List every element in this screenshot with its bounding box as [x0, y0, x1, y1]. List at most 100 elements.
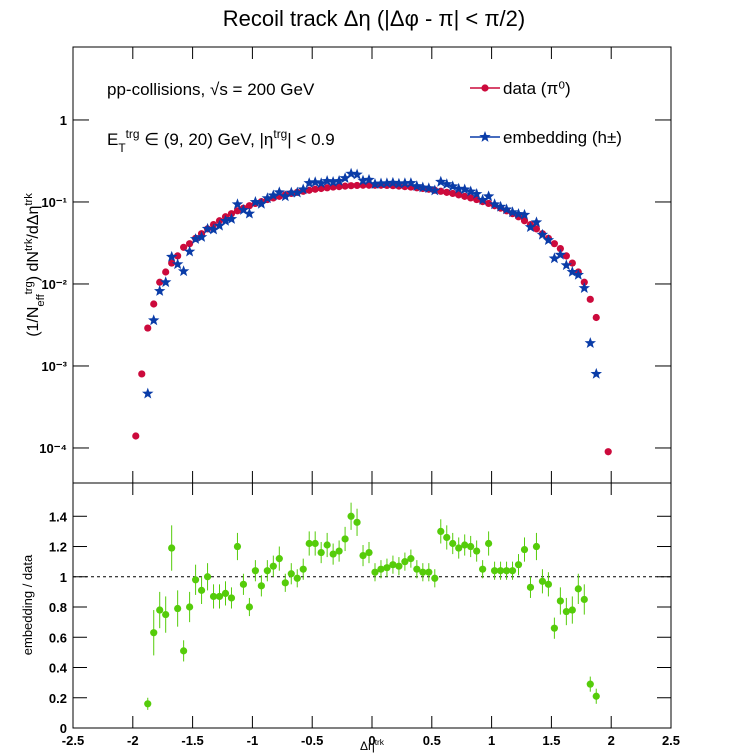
data-point — [347, 182, 355, 190]
data-point — [363, 173, 375, 185]
data-point — [162, 268, 170, 276]
data-point — [514, 561, 523, 569]
data-point — [512, 208, 525, 219]
data-point — [195, 231, 208, 242]
data-point — [482, 190, 495, 202]
data-point — [419, 568, 427, 576]
data-point — [351, 168, 363, 180]
data-point — [245, 603, 254, 611]
data-point — [154, 285, 166, 296]
y-axis-label-part: (1/N — [25, 307, 42, 337]
data-point — [518, 208, 531, 220]
data-point — [174, 604, 182, 613]
data-point — [239, 580, 248, 588]
data-point — [550, 240, 558, 248]
y-axis-label-part: trk — [23, 238, 35, 251]
data-point — [263, 567, 271, 575]
data-point — [323, 541, 331, 549]
data-point — [233, 542, 242, 551]
x-tick-label: 1 — [488, 733, 495, 748]
data-point — [604, 448, 612, 456]
data-point — [560, 259, 573, 271]
data-point — [160, 276, 172, 288]
y-tick-label: 0.2 — [49, 691, 67, 706]
y-axis-label: embedding / data — [20, 554, 35, 655]
data-point — [186, 240, 194, 248]
data-point — [148, 314, 160, 326]
data-point — [144, 700, 152, 708]
data-point — [476, 193, 489, 205]
data-point — [556, 597, 564, 605]
data-point — [309, 176, 321, 188]
data-point — [526, 583, 535, 591]
data-point — [285, 186, 297, 198]
x-axis-label-part: trk — [375, 737, 385, 747]
data-point — [524, 221, 537, 232]
data-point — [335, 182, 343, 191]
y-tick-label: 0.8 — [49, 600, 67, 615]
data-point — [562, 607, 570, 616]
y-tick-label: 0 — [60, 721, 67, 736]
data-point — [536, 228, 549, 240]
data-point — [584, 337, 596, 348]
data-point — [177, 265, 190, 277]
data-point — [174, 252, 182, 260]
data-point — [520, 217, 529, 225]
data-point — [166, 250, 178, 262]
data-point — [548, 252, 561, 264]
data-point — [287, 570, 295, 578]
y-tick-label: 10⁻² — [41, 277, 67, 292]
data-point — [425, 568, 433, 576]
x-tick-label: -1 — [247, 733, 259, 748]
data-point — [399, 177, 411, 189]
data-point — [209, 592, 218, 601]
data-point — [407, 555, 415, 563]
annotation-part: trg — [126, 127, 140, 141]
data-point — [592, 313, 600, 322]
y-axis-label-part: /dΔη — [25, 206, 42, 239]
data-point — [171, 258, 184, 270]
data-point — [449, 539, 457, 548]
data-point — [401, 558, 409, 566]
data-point — [168, 259, 176, 267]
legend-marker — [481, 84, 489, 92]
legend-marker — [479, 131, 491, 142]
data-point — [447, 180, 459, 192]
y-tick-label: 10⁻³ — [41, 359, 67, 374]
data-point — [255, 197, 268, 209]
data-point — [369, 178, 381, 189]
data-point — [269, 562, 277, 570]
data-point — [592, 692, 600, 700]
data-point — [413, 565, 421, 573]
annotation-part: pp-collisions, √s = 200 GeV — [107, 80, 315, 99]
data-point — [227, 594, 236, 602]
data-point — [180, 647, 188, 655]
data-point — [437, 527, 445, 535]
data-point — [156, 606, 164, 614]
data-point — [554, 248, 567, 260]
y-axis-label-part: ) dN — [25, 251, 42, 281]
data-point — [395, 562, 403, 570]
data-point — [494, 200, 507, 212]
data-point — [389, 561, 397, 569]
data-point — [502, 567, 511, 575]
y-tick-label: 1 — [60, 570, 67, 585]
data-point — [586, 295, 594, 303]
data-point — [506, 206, 519, 218]
annotation-part: T — [118, 141, 125, 155]
data-point — [231, 198, 244, 210]
data-point — [496, 567, 505, 575]
data-point — [335, 547, 343, 555]
data-point — [455, 191, 463, 199]
y-tick-label: 10⁻⁴ — [39, 441, 67, 456]
x-tick-label: -0.5 — [301, 733, 323, 748]
data-point — [473, 547, 481, 555]
data-point — [473, 195, 481, 204]
data-point — [273, 186, 285, 198]
data-point — [311, 185, 319, 193]
chart-title: Recoil track Δη (|Δφ - π| < π/2) — [223, 6, 525, 31]
data-point — [544, 580, 553, 588]
y-tick-label: 1 — [60, 113, 67, 128]
data-point — [381, 177, 393, 189]
data-point — [203, 573, 212, 581]
